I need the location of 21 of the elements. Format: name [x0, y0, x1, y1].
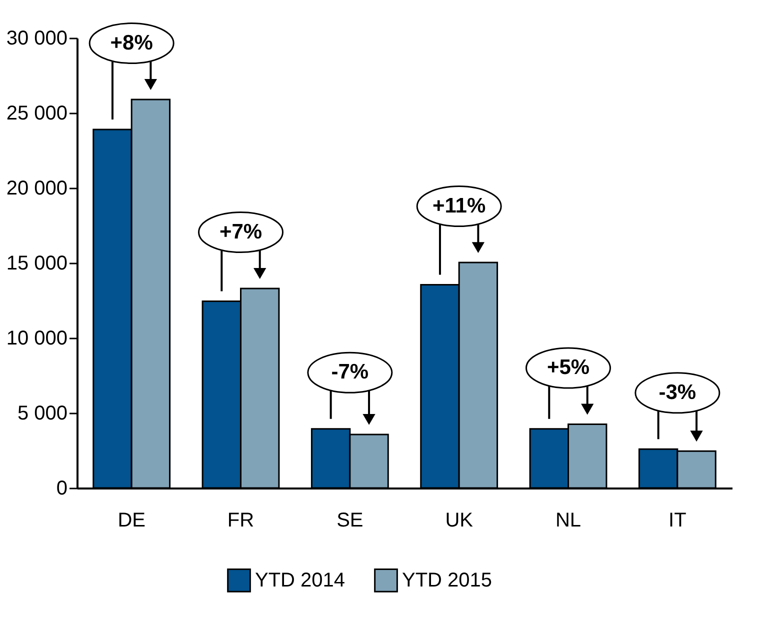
y-tick-label: 5 000 — [17, 402, 68, 424]
annotation: +11% — [432, 194, 486, 218]
legend-label: YTD 2015 — [402, 569, 492, 592]
annotation: -3% — [658, 380, 696, 404]
x-tick-label: FR — [227, 510, 254, 532]
annotation: +5% — [546, 356, 590, 379]
x-tick-label: IT — [668, 510, 686, 532]
legend-label: YTD 2014 — [255, 569, 346, 592]
y-tick-label: 10 000 — [6, 328, 68, 350]
annotation: +8% — [110, 31, 154, 54]
y-tick-label: 20 000 — [6, 178, 68, 200]
y-tick-label: 15 000 — [6, 252, 68, 274]
x-tick-label: UK — [445, 510, 474, 532]
y-tick-label: 0 — [56, 478, 68, 500]
x-tick-label: DE — [118, 510, 146, 532]
annotation: +7% — [219, 220, 262, 244]
y-tick-label: 30 000 — [6, 28, 68, 50]
annotation: -7% — [331, 360, 369, 384]
x-tick-label: NL — [555, 510, 582, 532]
x-tick-label: SE — [336, 510, 364, 532]
y-tick-label: 25 000 — [6, 102, 68, 124]
